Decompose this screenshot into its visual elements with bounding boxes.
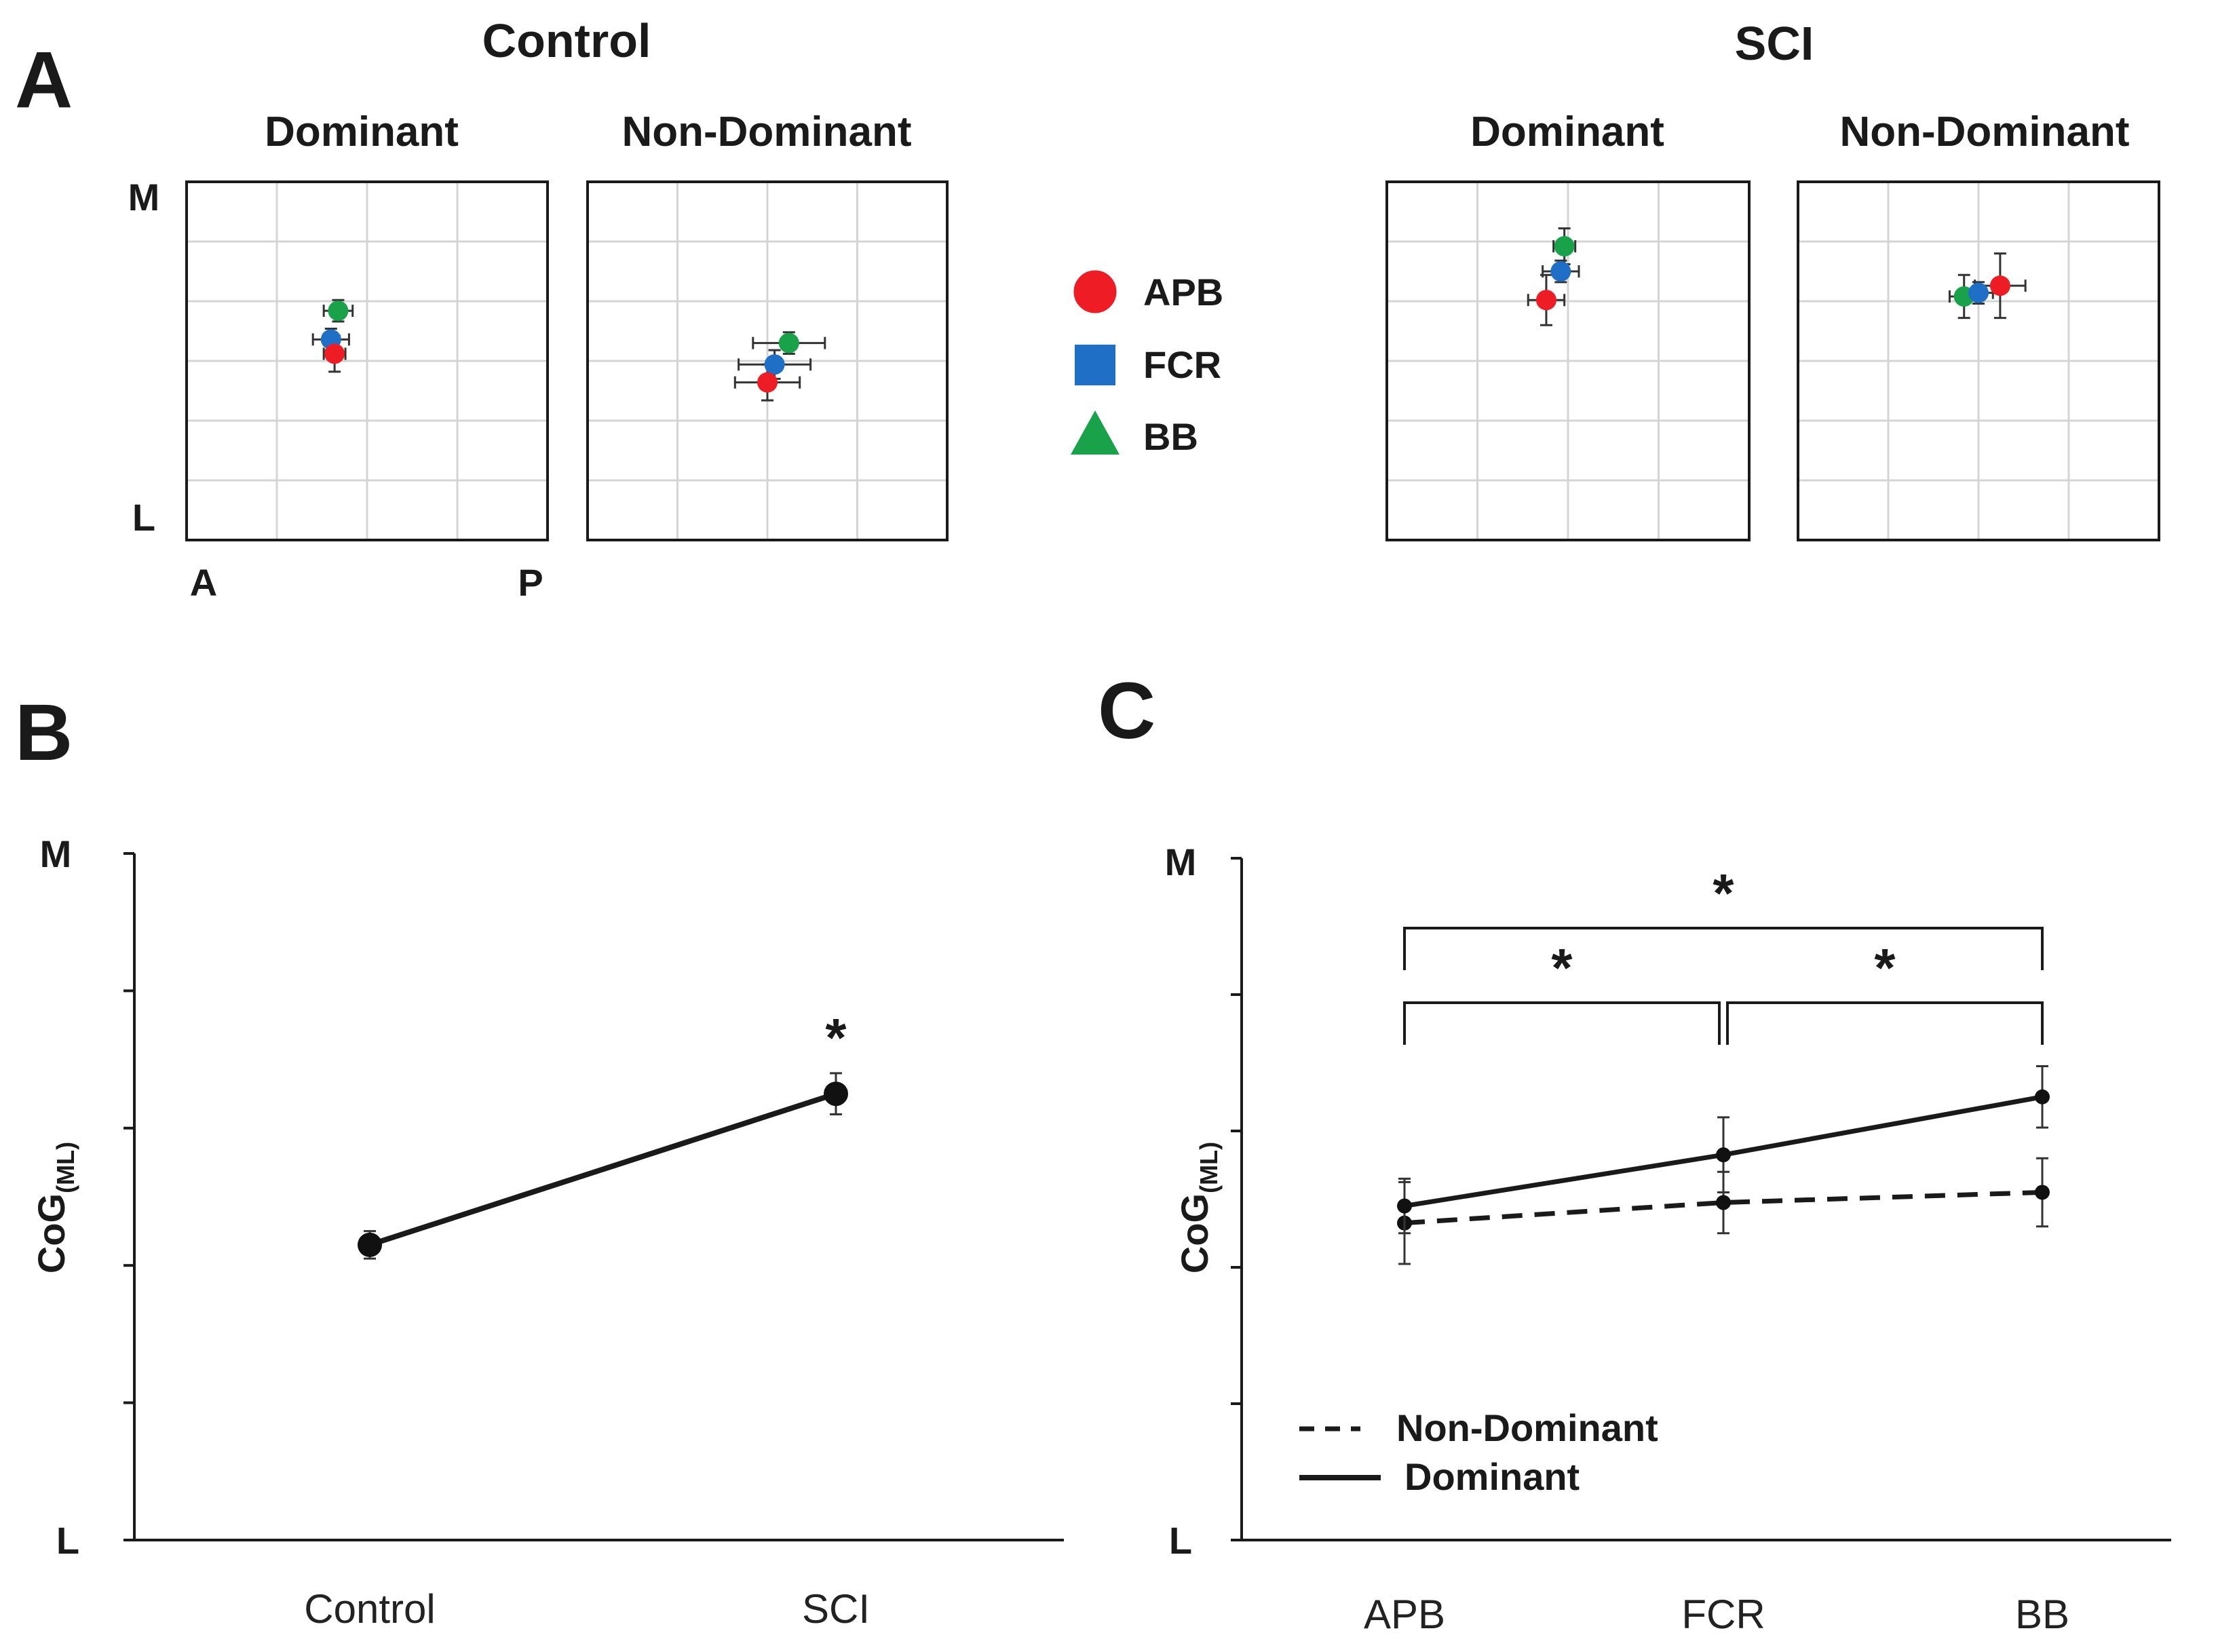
c-y-axis-label: CoG(ML) (1173, 1142, 1223, 1273)
c-series-line-non-dominant (1404, 1189, 2043, 1226)
c-significance-star: * (1551, 938, 1573, 998)
b-significance-star: * (825, 1007, 847, 1068)
map-point-apb (1989, 275, 2010, 296)
map-point-fcr (764, 354, 785, 375)
subtitle-control-non-dominant: Non-Dominant (622, 109, 911, 155)
panel-b: B M L CoG(ML) Control SCI * (15, 688, 1064, 1632)
c-ylabel-sub: (ML) (1195, 1142, 1223, 1193)
map-panels (185, 180, 2160, 541)
c-point-dominant-fcr (1716, 1147, 1731, 1163)
c-x-tick-label: BB (2015, 1592, 2069, 1637)
legend-label-fcr: FCR (1143, 343, 1221, 386)
c-significance-star: * (1874, 938, 1896, 998)
map-point-bb (1554, 236, 1575, 257)
c-axis-letter-m: M (1165, 841, 1197, 883)
axis-letter-l: L (132, 496, 155, 539)
chart-c-plot: APB FCR BB * * * (1231, 857, 2171, 1637)
subtitle-control-dominant: Dominant (265, 109, 459, 155)
axis-letter-p: P (518, 561, 543, 604)
map-point-fcr (1550, 261, 1571, 282)
map-control-non-dominant (586, 180, 949, 541)
c-significance-bracket (1726, 1001, 2044, 1045)
c-axis-letter-l: L (1169, 1519, 1192, 1562)
c-point-non-dominant-fcr (1716, 1195, 1731, 1210)
map-sci-non-dominant (1797, 180, 2160, 541)
subtitle-sci-dominant: Dominant (1470, 109, 1664, 155)
legend-label-non-dominant: Non-Dominant (1396, 1406, 1658, 1449)
group-title-sci: SCI (1735, 17, 1814, 70)
b-point-control (358, 1232, 382, 1257)
c-point-non-dominant-bb (2035, 1185, 2050, 1200)
c-significance-star: * (1713, 863, 1734, 923)
b-axis-letter-l: L (56, 1519, 79, 1562)
c-point-dominant-apb (1397, 1198, 1412, 1214)
marker-legend: APB FCR BB (1071, 268, 1223, 458)
group-title-control: Control (482, 14, 651, 67)
b-point-sci (824, 1081, 848, 1107)
panel-c: C M L CoG(ML) APB FCR BB * * * Non-Dominant D… (1098, 666, 2171, 1637)
c-x-tick-label: APB (1364, 1592, 1445, 1637)
panel-a: A Control SCI Dominant Non-Dominant Domi… (15, 14, 2160, 604)
legend-marker-apb (1071, 268, 1119, 315)
map-frame (586, 180, 949, 541)
chart-b-plot: Control SCI * (123, 852, 1064, 1632)
legend-label-bb: BB (1143, 415, 1198, 458)
map-frame (1385, 180, 1751, 541)
map-frame (1797, 180, 2160, 541)
c-significance-bracket (1403, 927, 2044, 970)
c-ylabel-main: CoG (1173, 1193, 1216, 1273)
legend-marker-fcr (1075, 345, 1115, 385)
map-point-apb (1535, 290, 1556, 311)
c-significance-bracket (1403, 1001, 1721, 1045)
axis-letter-a: A (190, 561, 217, 604)
b-series-line (368, 1091, 837, 1248)
b-ylabel-sub: (ML) (52, 1142, 79, 1193)
legend-label-dominant: Dominant (1404, 1455, 1580, 1498)
map-point-fcr (1968, 282, 1989, 303)
b-x-tick-label: SCI (802, 1586, 870, 1632)
b-ylabel-main: CoG (30, 1193, 73, 1273)
legend-label-apb: APB (1143, 271, 1223, 313)
panel-label-c: C (1098, 666, 1155, 756)
panel-label-b: B (15, 688, 73, 777)
map-point-apb (324, 343, 345, 364)
legend-marker-bb (1071, 410, 1120, 455)
map-control-dominant (185, 180, 549, 541)
c-point-dominant-bb (2035, 1089, 2050, 1104)
b-y-axis-label: CoG(ML) (30, 1142, 79, 1273)
subtitle-sci-non-dominant: Non-Dominant (1839, 109, 2129, 155)
b-axis-letter-m: M (40, 832, 72, 875)
panel-label-a: A (15, 35, 73, 125)
c-legend: Non-Dominant Dominant (1299, 1406, 1658, 1498)
b-x-tick-label: Control (304, 1586, 435, 1632)
map-point-bb (778, 332, 799, 353)
c-x-tick-label: FCR (1681, 1592, 1765, 1637)
map-frame (185, 180, 549, 541)
axis-letter-m: M (128, 176, 160, 218)
map-point-apb (757, 372, 778, 393)
map-point-bb (328, 301, 349, 322)
map-sci-dominant (1385, 180, 1751, 541)
